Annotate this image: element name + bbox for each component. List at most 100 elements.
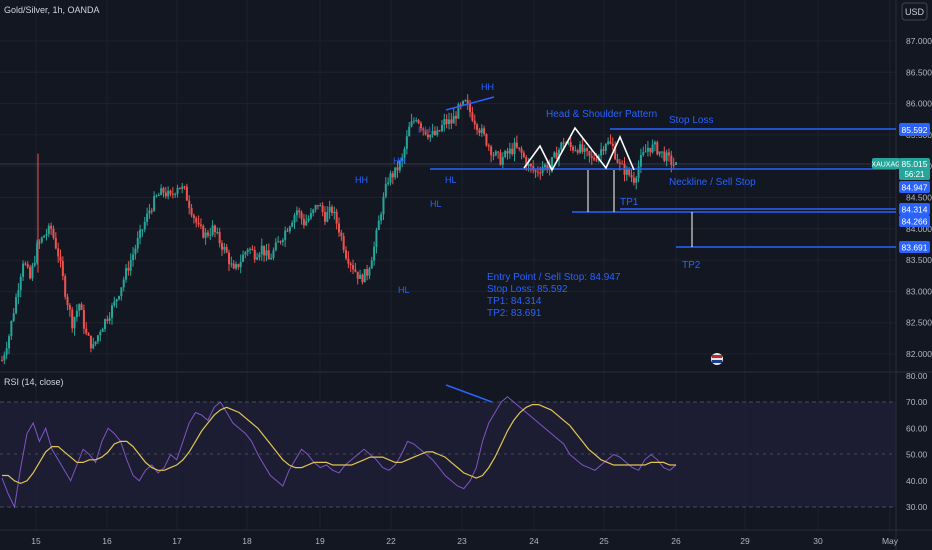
candle-body bbox=[656, 142, 659, 155]
candle-body bbox=[391, 173, 394, 178]
candle-body bbox=[447, 119, 450, 125]
candle-body bbox=[239, 261, 242, 268]
rsi-divergence-line[interactable] bbox=[445, 384, 493, 403]
candle-body bbox=[494, 151, 497, 156]
candle-body bbox=[10, 320, 13, 337]
time-tick-label: 17 bbox=[172, 536, 182, 546]
candle-body bbox=[160, 188, 163, 196]
candle-body bbox=[618, 162, 621, 164]
candle-body bbox=[120, 287, 123, 297]
candle-body bbox=[614, 145, 617, 159]
time-tick-label: 23 bbox=[457, 536, 467, 546]
candle-body bbox=[433, 131, 436, 135]
candle-body bbox=[581, 144, 584, 152]
candle-body bbox=[550, 157, 553, 167]
candle-body bbox=[464, 100, 467, 102]
candle-body bbox=[204, 232, 207, 238]
candle-body bbox=[330, 206, 333, 214]
candle-body bbox=[483, 128, 486, 135]
candle-body bbox=[139, 229, 142, 239]
candle-body bbox=[132, 254, 135, 261]
time-axis[interactable]: 15 16 17 18 19 22 23 24 25 26 29 30 May bbox=[31, 536, 899, 546]
candle-body bbox=[508, 148, 511, 154]
candle-body bbox=[164, 192, 167, 197]
candle-body bbox=[148, 210, 151, 214]
us-flag-event-icon[interactable] bbox=[711, 353, 723, 365]
candle-body bbox=[576, 150, 579, 153]
candle-body bbox=[54, 237, 57, 249]
candle-body bbox=[672, 164, 675, 166]
candle-body bbox=[389, 173, 392, 183]
candle-body bbox=[628, 168, 631, 176]
candle-body bbox=[403, 148, 406, 158]
candle-body bbox=[305, 220, 308, 226]
hl-label-1: HL bbox=[445, 175, 457, 185]
candle-body bbox=[354, 269, 357, 272]
candle-body bbox=[1, 360, 3, 362]
rsi-scale[interactable]: 80.00 70.00 60.00 50.00 40.00 30.00 bbox=[906, 371, 928, 512]
candle-body bbox=[422, 128, 425, 131]
annotations: Head & Shoulder Pattern Stop Loss Neckli… bbox=[355, 82, 756, 319]
candle-body bbox=[621, 163, 624, 165]
candle-body bbox=[370, 260, 373, 269]
candle-body bbox=[249, 248, 252, 250]
time-tick-label: 19 bbox=[315, 536, 325, 546]
candle-body bbox=[19, 276, 22, 291]
currency-button[interactable]: USD bbox=[901, 2, 928, 21]
candlestick-series bbox=[1, 94, 677, 365]
candle-body bbox=[525, 157, 528, 167]
tp2-badge-text: 83.691 bbox=[902, 243, 928, 253]
candle-body bbox=[183, 186, 186, 188]
candle-body bbox=[604, 143, 607, 151]
candle-body bbox=[176, 187, 179, 194]
candle-body bbox=[68, 305, 71, 310]
candle-body bbox=[426, 134, 429, 138]
last-price-text: 85.015 bbox=[902, 159, 928, 169]
symbol-title[interactable]: Gold/Silver, 1h, OANDA bbox=[4, 5, 100, 15]
time-tick-label: 15 bbox=[31, 536, 41, 546]
trade-info-tp1: TP1: 84.314 bbox=[487, 296, 542, 307]
candle-body bbox=[373, 246, 376, 261]
candle-body bbox=[323, 212, 326, 222]
trade-info-stop: Stop Loss: 85.592 bbox=[487, 284, 568, 295]
candle-body bbox=[532, 166, 535, 171]
candle-body bbox=[361, 274, 364, 283]
candle-body bbox=[469, 103, 472, 113]
time-tick-label: 22 bbox=[386, 536, 396, 546]
candle-body bbox=[607, 141, 610, 144]
price-tick-label: 87.000 bbox=[906, 36, 932, 46]
candle-body bbox=[417, 120, 420, 124]
trade-info-entry: Entry Point / Sell Stop: 84.947 bbox=[487, 272, 621, 283]
candle-body bbox=[141, 229, 144, 231]
candle-body bbox=[560, 142, 563, 150]
candle-body bbox=[190, 207, 193, 216]
stop-loss-badge-text: 85.592 bbox=[902, 125, 928, 135]
candle-body bbox=[220, 243, 223, 250]
candle-body bbox=[167, 190, 170, 197]
candle-body bbox=[667, 152, 670, 156]
candle-body bbox=[94, 341, 97, 345]
candle-body bbox=[595, 159, 598, 161]
price-tick-label: 83.000 bbox=[906, 286, 932, 296]
candle-body bbox=[410, 121, 413, 127]
candle-body bbox=[218, 231, 221, 244]
tp2-label: TP2 bbox=[682, 260, 701, 271]
candle-body bbox=[47, 225, 50, 234]
candle-body bbox=[639, 155, 642, 167]
candle-body bbox=[122, 279, 125, 288]
candle-body bbox=[574, 150, 577, 152]
price-divergence-line[interactable] bbox=[445, 96, 495, 111]
head-shoulder-drawing[interactable] bbox=[523, 126, 635, 172]
candle-body bbox=[103, 319, 106, 329]
drawings bbox=[430, 96, 896, 403]
symbol-badge bbox=[872, 158, 900, 169]
candle-body bbox=[202, 225, 205, 238]
candle-body bbox=[242, 254, 245, 262]
candle-body bbox=[443, 119, 446, 126]
rsi-title[interactable]: RSI (14, close) bbox=[4, 377, 64, 387]
candle-body bbox=[12, 313, 15, 321]
candle-body bbox=[251, 248, 254, 250]
candle-body bbox=[440, 125, 443, 131]
candle-body bbox=[162, 188, 165, 193]
time-tick-label: 25 bbox=[599, 536, 609, 546]
